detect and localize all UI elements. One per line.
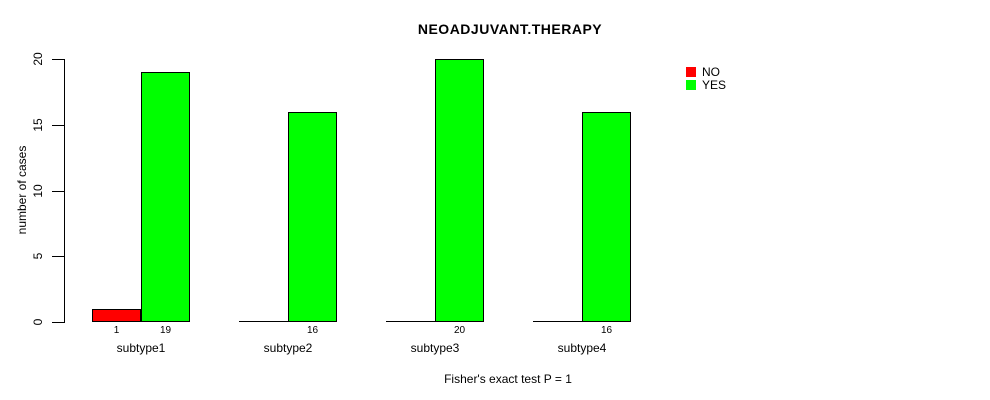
legend-entry-yes: YES xyxy=(686,78,727,92)
bar-yes-subtype3 xyxy=(435,59,484,322)
chart-caption: Fisher's exact test P = 1 xyxy=(444,372,572,386)
chart-title: NEOADJUVANT.THERAPY xyxy=(417,21,603,37)
bar-value-label: 19 xyxy=(159,325,172,336)
legend: NO YES xyxy=(686,65,727,93)
bar-zero-no-subtype3 xyxy=(386,321,435,322)
legend-label: YES xyxy=(702,78,727,92)
y-axis-tick xyxy=(52,125,64,126)
bar-yes-subtype4 xyxy=(582,112,631,322)
bar-no-subtype1 xyxy=(92,309,141,322)
category-label-subtype3: subtype3 xyxy=(410,341,460,355)
category-label-subtype4: subtype4 xyxy=(557,341,607,355)
legend-swatch-no xyxy=(686,67,696,77)
bar-value-label: 1 xyxy=(113,325,120,336)
y-axis-tick xyxy=(52,322,64,323)
y-axis-tick xyxy=(52,256,64,257)
legend-swatch-yes xyxy=(686,80,696,90)
y-axis-tick xyxy=(52,59,64,60)
bar-yes-subtype2 xyxy=(288,112,337,322)
bar-value-label: 16 xyxy=(600,325,613,336)
legend-entry-no: NO xyxy=(686,65,726,79)
y-axis-line xyxy=(64,59,65,323)
bar-value-label: 16 xyxy=(306,325,319,336)
category-label-subtype2: subtype2 xyxy=(263,341,313,355)
legend-label: NO xyxy=(702,65,720,79)
y-axis-tick xyxy=(52,191,64,192)
bar-zero-no-subtype4 xyxy=(533,321,582,322)
bar-value-label: 20 xyxy=(453,325,466,336)
category-label-subtype1: subtype1 xyxy=(116,341,166,355)
bar-zero-no-subtype2 xyxy=(239,321,288,322)
bar-yes-subtype1 xyxy=(141,72,190,322)
